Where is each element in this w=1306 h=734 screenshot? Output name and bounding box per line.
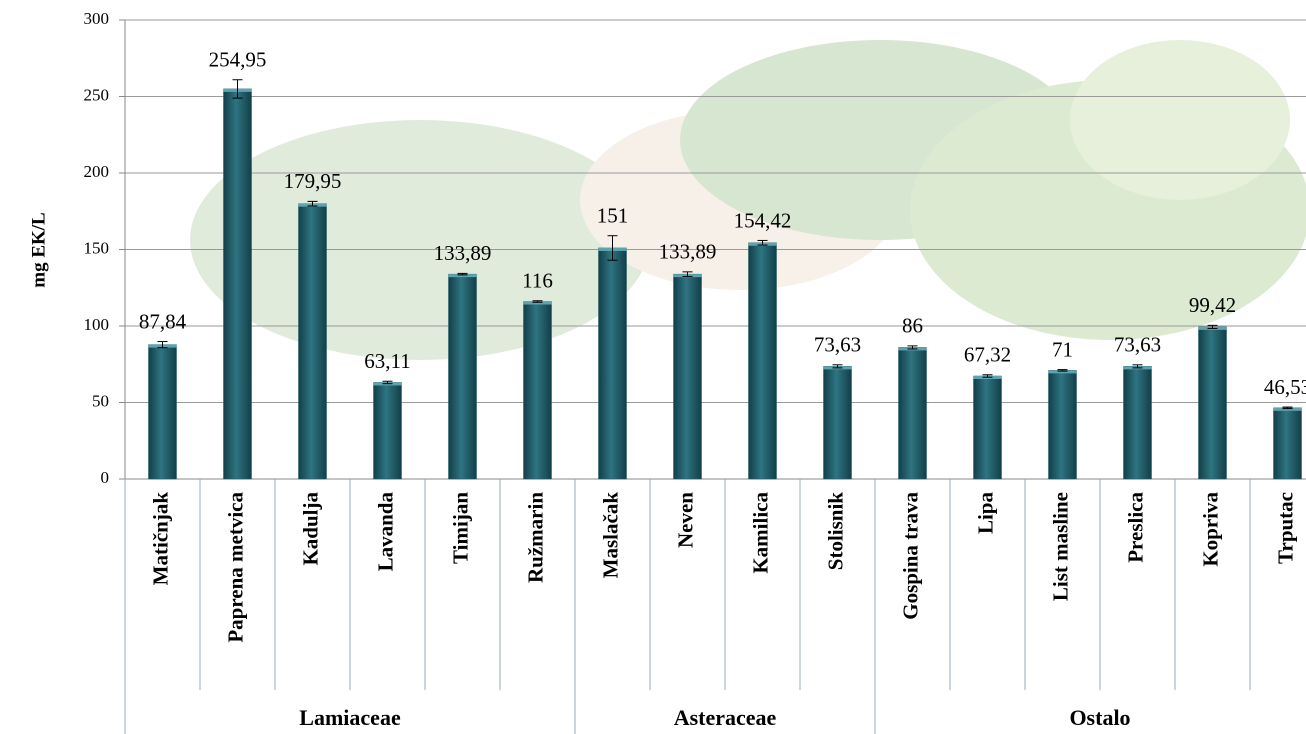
value-label: 154,42 — [734, 208, 792, 232]
bar — [298, 203, 327, 480]
error-bar — [682, 271, 693, 277]
bar — [373, 382, 402, 480]
y-tick-label: 300 — [84, 9, 110, 28]
plot-area: 0 50 100 150 200 250 300 Matičnjak 87,84 Paprena … — [84, 9, 1306, 734]
value-label: 151 — [597, 204, 629, 228]
x-tick-label: Kamilica — [748, 492, 772, 574]
value-label: 254,95 — [209, 48, 267, 72]
y-tick-label: 250 — [84, 85, 110, 104]
x-tick-label: Kopriva — [1198, 492, 1222, 567]
bar — [523, 301, 552, 480]
y-tick-label: 50 — [92, 391, 109, 410]
y-tick-label: 100 — [84, 315, 110, 334]
value-label: 87,84 — [139, 309, 187, 333]
bar — [898, 347, 927, 480]
error-bar — [607, 235, 618, 261]
x-tick-label: Preslica — [1123, 492, 1147, 563]
value-label: 46,53 — [1264, 375, 1306, 399]
x-tick-label: Kadulja — [298, 492, 322, 566]
error-bar — [832, 364, 843, 369]
bar — [598, 247, 627, 480]
y-tick-label: 150 — [84, 238, 110, 257]
x-tick-label: Maslačak — [598, 492, 622, 579]
x-tick-label: Neven — [673, 492, 697, 548]
bar — [1198, 326, 1227, 480]
error-bar — [1132, 364, 1143, 369]
value-label: 71 — [1052, 337, 1073, 361]
group-label: Ostalo — [1069, 705, 1130, 730]
x-tick-label: Matičnjak — [148, 492, 172, 586]
y-tick-label: 0 — [101, 468, 110, 487]
background-decoration — [190, 40, 1306, 360]
error-bar — [157, 341, 168, 349]
error-bar — [1282, 406, 1293, 410]
y-tick-label: 200 — [84, 162, 110, 181]
x-tick-label: Paprena metvica — [223, 492, 247, 643]
x-tick-label: Gospina trava — [898, 492, 922, 620]
bar — [1273, 407, 1302, 480]
error-bar — [307, 200, 318, 207]
error-bar — [1057, 369, 1068, 372]
error-bar — [907, 345, 918, 350]
x-tick-label: Trputac — [1273, 492, 1297, 564]
group-label: Lamiaceae — [299, 705, 401, 730]
value-label: 86 — [902, 314, 923, 338]
bar — [823, 366, 852, 480]
value-label: 133,89 — [659, 240, 717, 264]
group-label: Asteraceae — [674, 705, 777, 730]
value-label: 73,63 — [1114, 333, 1161, 357]
error-bar — [1207, 324, 1218, 329]
value-label: 63,11 — [364, 349, 410, 373]
error-bar — [382, 380, 393, 385]
bar — [748, 242, 777, 480]
bar — [1048, 370, 1077, 480]
bar — [223, 88, 252, 480]
x-tick-label: Lipa — [973, 492, 997, 535]
value-label: 179,95 — [284, 169, 342, 193]
bar-top — [448, 274, 477, 278]
x-tick-label: Timijan — [448, 492, 472, 564]
value-label: 73,63 — [814, 333, 861, 357]
bar — [448, 273, 477, 480]
value-label: 99,42 — [1189, 293, 1236, 317]
error-bar — [532, 300, 543, 303]
bar — [1123, 366, 1152, 480]
bar — [673, 273, 702, 480]
bar-top — [1273, 407, 1302, 411]
bar — [148, 344, 177, 480]
value-label: 116 — [522, 269, 553, 293]
value-label: 67,32 — [964, 343, 1011, 367]
bar — [973, 375, 1002, 480]
error-bar — [232, 79, 243, 99]
error-bar — [757, 239, 768, 246]
error-bar — [457, 272, 468, 276]
bar-top — [523, 301, 552, 305]
x-tick-label: List masline — [1048, 492, 1072, 601]
x-tick-label: Ružmarin — [523, 492, 547, 583]
x-tick-label: Lavanda — [373, 492, 397, 572]
value-label: 133,89 — [434, 241, 492, 265]
bar-top — [1048, 370, 1077, 374]
y-axis-label: mg EK/L — [28, 212, 49, 287]
error-bar — [982, 374, 993, 378]
x-tick-label: Stolisnik — [823, 492, 847, 571]
